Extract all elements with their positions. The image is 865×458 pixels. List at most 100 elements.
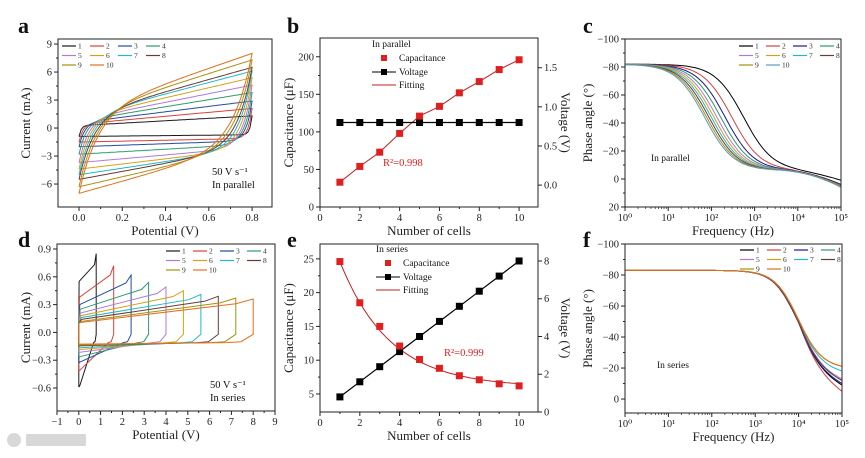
y-tick-label: −6: [41, 180, 52, 191]
phase-curve-8: [625, 64, 841, 187]
x-tick-label: 9: [272, 417, 277, 428]
y-tick-label: 50: [304, 165, 315, 176]
x-tick-label: 10²: [705, 213, 719, 224]
y2-tick-label: 1.0: [544, 102, 557, 113]
voltage-point: [336, 119, 344, 126]
axes-frame: [624, 243, 843, 414]
cv-curve-7: [78, 70, 253, 176]
voltage-point: [515, 257, 523, 265]
voltage-point: [416, 332, 424, 340]
legend-label-9: 9: [78, 61, 82, 70]
panel-label: a: [18, 13, 29, 38]
x-tick-label: 0: [317, 418, 322, 429]
capacitance-point: [416, 112, 424, 120]
y2-tick-label: 0: [544, 408, 549, 419]
legend-voltage-marker: [385, 274, 391, 280]
legend-voltage-label: Voltage: [399, 68, 428, 78]
voltage-point: [455, 302, 463, 310]
legend-label-2: 2: [209, 247, 213, 256]
r-squared-annotation: R²=0.998: [383, 158, 423, 169]
capacitance-point: [455, 372, 463, 380]
legend-label-3: 3: [236, 247, 240, 256]
y-tick-label: −80: [603, 63, 619, 74]
capacitance-point: [475, 376, 483, 384]
legend-label-3: 3: [810, 246, 814, 255]
phase-curve-10: [625, 269, 842, 367]
voltage-point: [475, 287, 483, 295]
legend-title: In series: [376, 245, 408, 255]
legend-label-10: 10: [106, 61, 114, 70]
panel-f: f Frequency (Hz) Phase angle (°) 10⁰ 10¹ 10² 1…: [580, 227, 849, 444]
voltage-point: [495, 272, 503, 280]
x-tick-label: 6: [437, 213, 442, 224]
x-tick-label: 0.8: [246, 213, 259, 224]
legend: 1 2 3 4 5 6 7 8 9 10: [740, 246, 841, 274]
x-axis-label: Frequency (Hz): [692, 223, 774, 238]
x-tick-label: 10³: [748, 213, 762, 224]
configuration-annotation: In series: [657, 361, 689, 371]
watermark-logo: [7, 433, 86, 447]
x-tick-label: 1: [98, 417, 103, 428]
y-tick-label: 0: [309, 203, 314, 214]
panel-d: d Potential (V) Current (mA) −1 0 1 2 3 4 5 6 7 8 9 −0…: [18, 227, 278, 442]
configuration-annotation: In series: [210, 393, 245, 404]
y-tick-label: 0: [614, 395, 619, 406]
plot-area: [625, 269, 842, 392]
x-tick-label: 0: [317, 213, 322, 224]
y2-tick-label: 2: [544, 370, 549, 381]
legend-label-9: 9: [756, 265, 760, 274]
phase-curve-6: [625, 63, 841, 187]
capacitance-point: [435, 102, 443, 110]
configuration-annotation: In parallel: [212, 180, 255, 191]
capacitance-point: [336, 178, 344, 186]
cv-curve-5: [78, 286, 167, 354]
capacitance-point: [515, 382, 523, 390]
y-axis-label: Current (mA): [18, 87, 33, 158]
plot-area: [78, 253, 254, 388]
y-tick-label: −100: [597, 35, 619, 46]
y-tick-label: −0.3: [32, 356, 51, 367]
scan-rate-annotation: 50 V s⁻¹: [210, 380, 246, 391]
cv-curve-4: [78, 92, 253, 155]
y-tick-label: 100: [298, 127, 314, 138]
y-tick-label: −80: [603, 271, 619, 282]
phase-curve-2: [625, 63, 841, 185]
legend-label-3: 3: [809, 42, 813, 51]
capacitance-point: [475, 78, 483, 86]
y-tick-label: 3: [47, 96, 52, 107]
axes-frame: [57, 38, 273, 208]
legend-capacitance-marker: [385, 260, 391, 266]
plot-area: [78, 52, 253, 194]
y2-axis-label: Voltage (V): [558, 92, 573, 153]
legend-label-1: 1: [78, 42, 82, 51]
panel-e: e Number of cells Capacitance (μF) Voltage …: [281, 227, 573, 443]
x-tick-label: 7: [229, 417, 234, 428]
y-tick-label: −60: [603, 91, 619, 102]
legend-capacitance-label: Capacitance: [399, 54, 445, 64]
x-tick-label: 10¹: [662, 419, 676, 430]
legend-title: In parallel: [372, 40, 411, 50]
panel-label: b: [287, 13, 299, 38]
capacitance-point: [435, 364, 443, 372]
y-tick-label: −3: [41, 152, 52, 163]
panel-c: c Frequency (Hz) Phase angle (°) 10⁰ 10¹ 10² 1…: [580, 13, 848, 238]
capacitance-point: [356, 299, 364, 307]
y-tick-label: −60: [603, 302, 619, 313]
legend-label-7: 7: [810, 255, 814, 264]
capacitance-point: [376, 148, 384, 156]
y2-tick-label: 4: [544, 332, 550, 343]
y-tick-label: 9: [47, 40, 52, 51]
legend-label-4: 4: [837, 246, 841, 255]
y-tick-label: 25: [304, 254, 315, 265]
voltage-point: [475, 119, 483, 126]
x-tick-label: 10²: [705, 419, 719, 430]
y-tick-label: 0.0: [38, 328, 51, 339]
cv-curve-10: [78, 52, 253, 194]
legend-label-6: 6: [209, 256, 213, 265]
panel-label: f: [583, 227, 591, 252]
legend-label-7: 7: [134, 51, 138, 60]
y2-tick-label: 0.5: [544, 141, 557, 152]
voltage-point: [416, 119, 424, 126]
phase-curve-2: [625, 269, 842, 392]
legend-label-5: 5: [78, 51, 82, 60]
